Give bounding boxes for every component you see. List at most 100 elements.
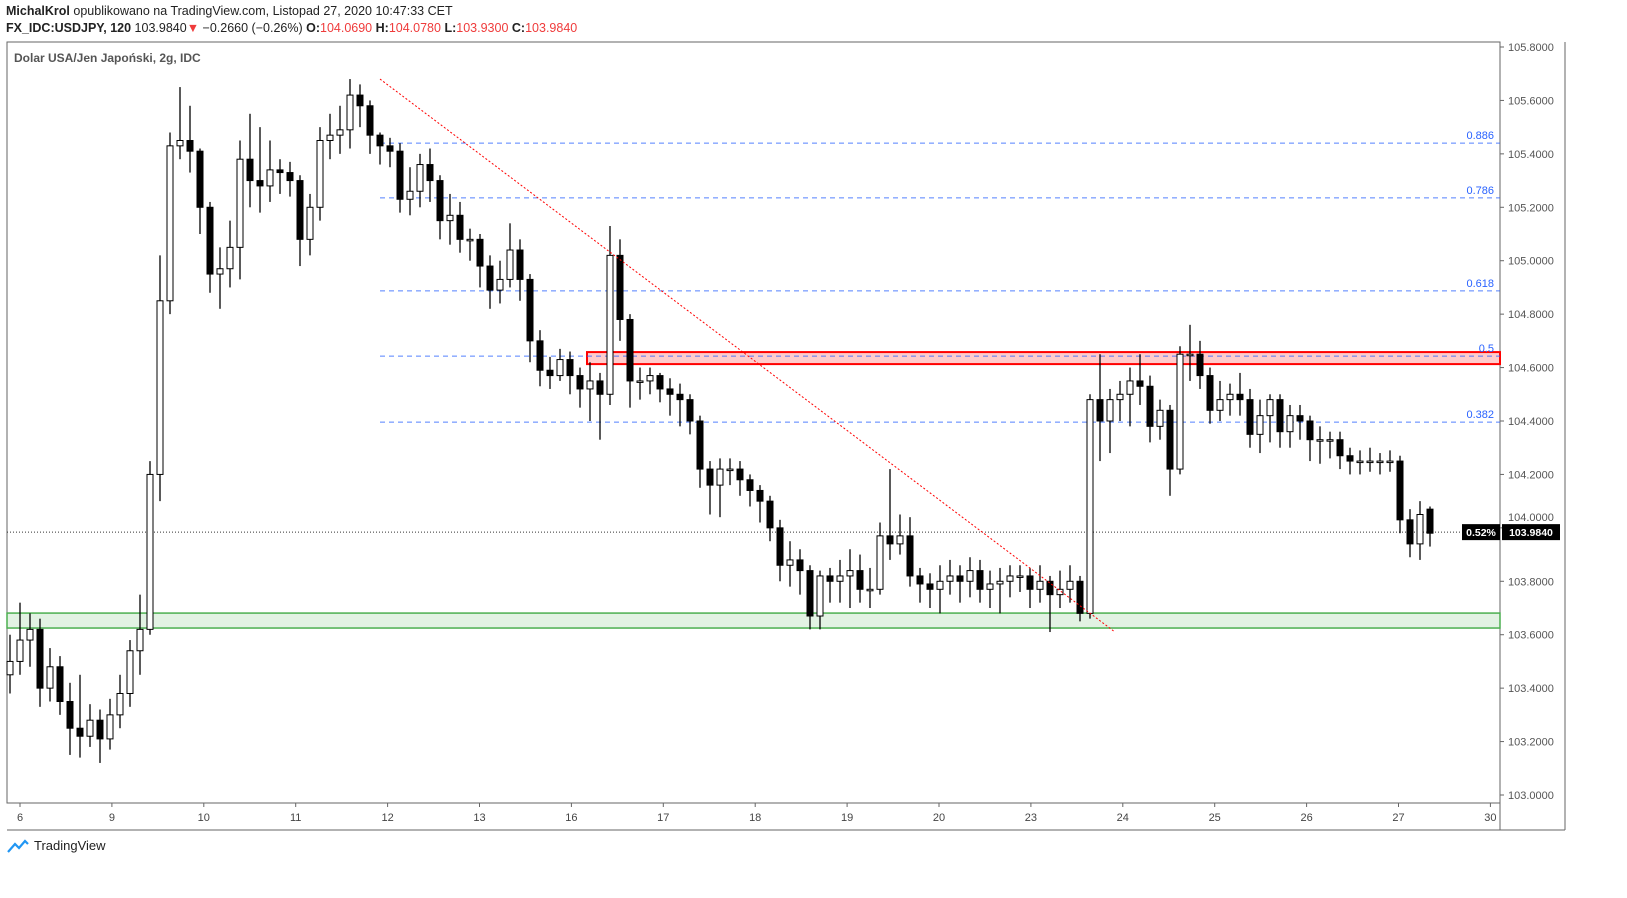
candle-body [796,559,804,572]
candle-body [46,666,54,689]
candle-body [186,140,194,152]
candle-body [1296,415,1304,422]
fib-level-label: 0.786 [1466,185,1494,197]
brand-name: TradingView [34,838,106,853]
time-tick-label: 25 [1209,812,1221,824]
price-tick-label: 103.6000 [1508,630,1554,642]
candle-body [906,535,914,577]
trendline [379,78,1116,633]
candle-body [346,94,354,131]
candle-body [1156,409,1164,427]
candle-body [116,692,124,716]
candle-body [576,375,584,390]
candle-body [1146,385,1154,427]
candle-body [316,140,324,208]
candle-body [326,134,334,142]
candle-body [956,575,964,582]
candle-body [1356,460,1364,464]
candle-body [276,169,284,174]
candle-body [1266,399,1274,417]
candle-body [526,278,534,342]
resistance-zone [586,351,1501,366]
candle-body [1196,353,1204,377]
published-text: opublikowano na TradingView.com, Listopa… [73,4,453,18]
price-tick-label: 105.0000 [1508,256,1554,268]
candle-body [96,719,104,740]
candle-body [1226,393,1234,401]
candle-body [636,380,644,383]
close-value: 103.9840 [525,21,578,35]
candle-body [376,134,384,147]
candle-body [1406,519,1414,545]
price-tick-label: 104.2000 [1508,469,1554,481]
down-arrow-icon: ▼ [186,21,200,35]
candle-body [486,265,494,291]
symbol-legend: FX_IDC:USDJPY, 120 103.9840▼ −0.2660 (−0… [6,21,577,35]
candle-body [1306,420,1314,441]
symbol-label: FX_IDC:USDJPY, 120 [6,21,132,35]
fib-level-label: 0.5 [1479,343,1494,355]
author-name[interactable]: MichalKrol [6,4,70,18]
candle-body [866,588,874,592]
price-tick-label: 104.6000 [1508,363,1554,375]
high-value: 104.0780 [388,21,441,35]
candle-body [596,380,604,395]
candle-body [776,527,784,566]
open-value: 104.0690 [320,21,373,35]
candle-body [1066,580,1074,590]
candle-body [386,145,394,152]
support-zone [6,612,1501,629]
price-tick-label: 103.8000 [1508,576,1554,588]
chart-subtitle: Dolar USA/Jen Japoński, 2g, IDC [14,51,201,65]
time-tick-label: 24 [1117,812,1129,824]
candle-body [686,399,694,422]
candle-body [1096,399,1104,422]
candle-body [466,238,474,242]
candle-body [886,535,894,545]
candle-body [1426,508,1434,534]
time-tick-label: 12 [381,812,393,824]
price-tick-label: 103.0000 [1508,790,1554,802]
fib-level-label: 0.382 [1466,409,1494,421]
candle-body [736,468,744,481]
tradingview-footer[interactable]: TradingView [6,838,106,853]
time-tick-label: 26 [1300,812,1312,824]
candle-body [166,145,174,302]
candle-body [646,375,654,382]
candle-body [756,489,764,502]
candle-body [1036,580,1044,590]
fib-level-label: 0.886 [1466,130,1494,142]
close-label: C: [511,21,526,35]
price-tag-bg [1502,524,1560,541]
candle-body [86,719,94,737]
candle-body [406,190,414,200]
candle-body [856,570,864,590]
candle-body [6,660,14,676]
candle-body [336,129,344,136]
candle-body [676,393,684,401]
candle-body [1016,575,1024,578]
candle-body [1246,399,1254,435]
candle-body [1086,399,1094,614]
price-tick-label: 104.4000 [1508,416,1554,428]
price-tick-label: 105.2000 [1508,202,1554,214]
candle-body [36,628,44,689]
candle-body [496,278,504,291]
candle-body [516,249,524,280]
time-tick-label: 17 [657,812,669,824]
candle-body [1206,375,1214,411]
candle-body [256,180,264,187]
candle-body [506,249,514,280]
candle-body [546,369,554,377]
candle-body [1056,588,1064,596]
candle-body [786,559,794,566]
candle-body [456,214,464,240]
candle-body [356,94,364,107]
candle-body [286,172,294,182]
time-tick-label: 9 [109,812,115,824]
candle-body [826,575,834,582]
candle-body [56,666,64,702]
candle-body [236,158,244,248]
